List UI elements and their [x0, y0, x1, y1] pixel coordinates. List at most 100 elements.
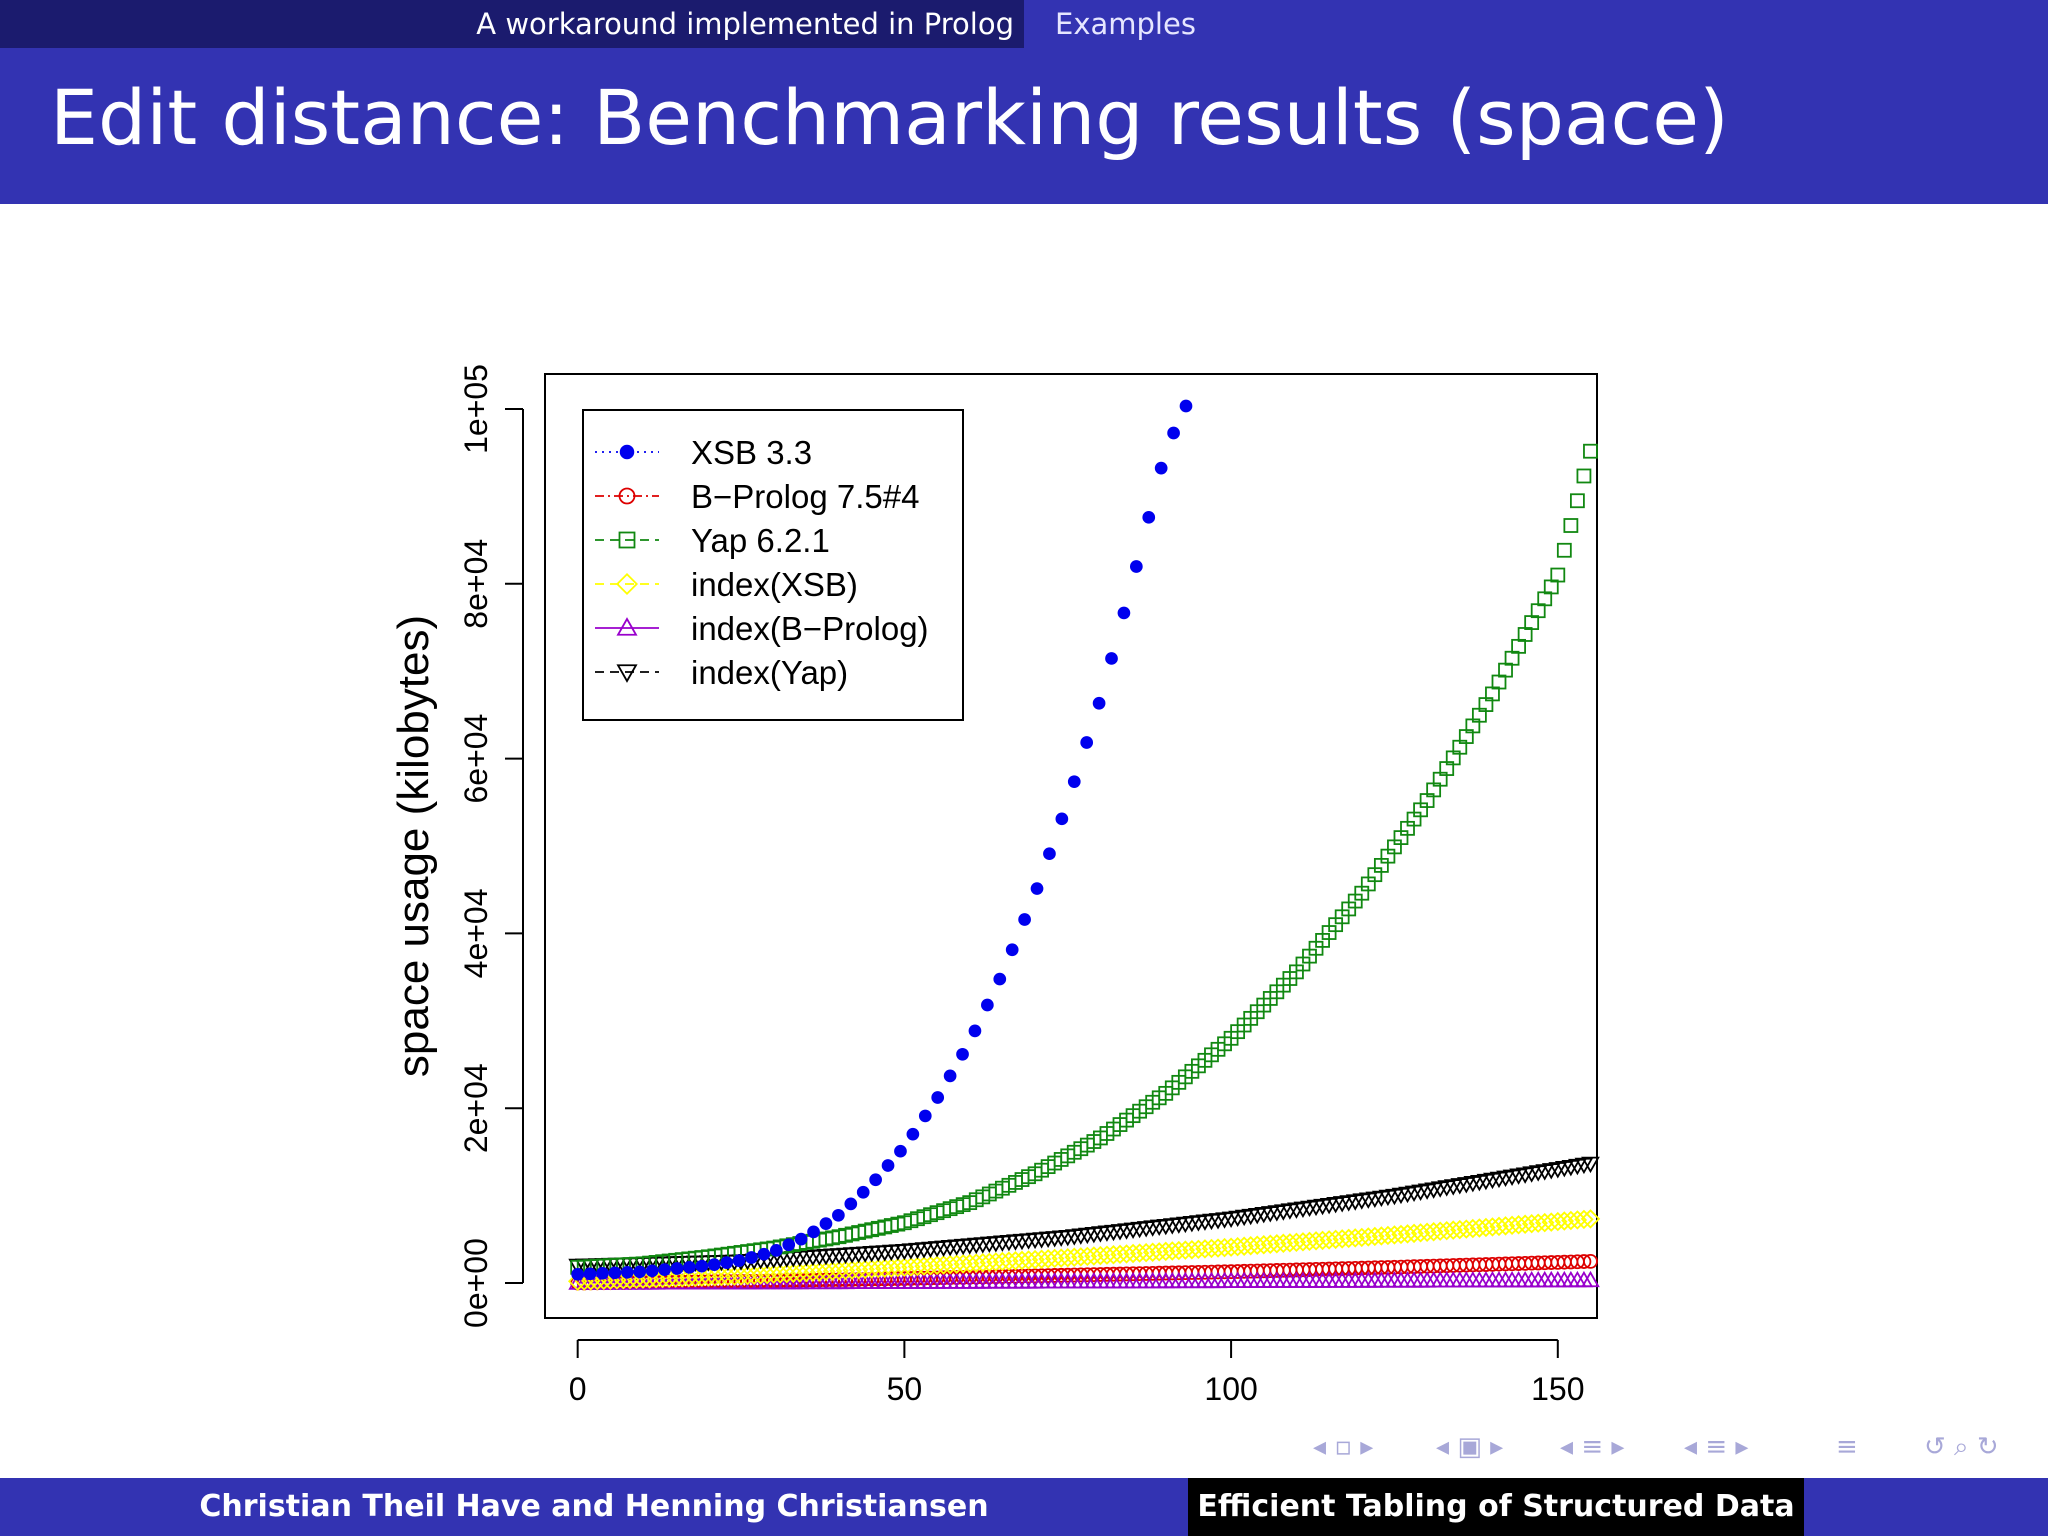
data-point: [608, 1266, 622, 1280]
data-point: [645, 1264, 659, 1278]
nav-search-back-icons[interactable]: ↺ ⌕ ↻: [1924, 1432, 1999, 1462]
data-point: [943, 1069, 957, 1083]
data-point: [619, 444, 635, 460]
data-point: [1583, 1253, 1598, 1269]
data-point: [618, 487, 636, 505]
nav-section-icons[interactable]: ◂ ≡ ▸: [1560, 1432, 1625, 1462]
y-tick-label: 8e+04: [458, 539, 494, 629]
data-point: [615, 572, 639, 596]
data-point: [1142, 510, 1156, 524]
data-point: [1581, 1156, 1600, 1174]
y-tick-label: 0e+00: [458, 1238, 494, 1328]
data-point: [1092, 696, 1106, 710]
data-point: [720, 1256, 733, 1269]
plot-frame: [544, 373, 1598, 1319]
data-point: [679, 1267, 699, 1288]
nav-frame-icons[interactable]: ◂ ▫ ▸: [1313, 1432, 1374, 1462]
data-point: [745, 1251, 758, 1264]
legend-label: B−Prolog 7.5#4: [691, 478, 919, 515]
x-tick-label: 50: [887, 1371, 923, 1407]
data-point: [1105, 652, 1118, 665]
data-point: [993, 972, 1007, 986]
data-point: [583, 1267, 597, 1281]
data-point: [1018, 913, 1031, 926]
nav-subsection-icons[interactable]: ◂ ▣ ▸: [1436, 1432, 1504, 1462]
y-tick-label: 1e+05: [458, 364, 494, 454]
data-point: [596, 1266, 609, 1280]
legend-label: index(Yap): [691, 654, 848, 691]
y-tick-label: 2e+04: [458, 1063, 494, 1153]
data-point: [718, 1266, 738, 1287]
data-point: [1580, 1209, 1601, 1229]
data-point: [732, 1254, 746, 1267]
current-section-link[interactable]: A workaround implemented in Prolog: [476, 7, 1014, 41]
y-tick-label: 6e+04: [458, 714, 494, 804]
data-point: [1129, 560, 1143, 573]
data-point: [571, 1267, 585, 1281]
data-point: [683, 1260, 696, 1274]
x-tick-label: 0: [569, 1371, 587, 1407]
data-point: [1154, 461, 1168, 475]
data-point: [658, 1263, 671, 1277]
data-point: [633, 1265, 647, 1279]
legend-box: [582, 409, 964, 721]
data-point: [769, 1244, 783, 1257]
data-point: [1550, 567, 1566, 583]
data-point: [956, 1047, 969, 1061]
data-point: [906, 1127, 920, 1141]
data-point: [1576, 468, 1592, 484]
data-point: [869, 1173, 882, 1187]
data-point: [1563, 518, 1579, 533]
footer-edge: [1804, 1478, 2048, 1536]
data-point: [1005, 943, 1019, 957]
legend-label: index(B−Prolog): [691, 610, 929, 647]
nav-presentation-icons[interactable]: ◂ ≡ ▸: [1684, 1432, 1749, 1462]
data-point: [618, 531, 636, 549]
data-point: [1583, 443, 1598, 459]
section-navigation-bar: A workaround implemented in Prolog Examp…: [0, 0, 2048, 48]
data-point: [581, 1271, 601, 1291]
legend-label: index(XSB): [691, 566, 858, 603]
data-point: [1556, 542, 1572, 558]
data-point: [1167, 426, 1180, 440]
data-point: [698, 1267, 719, 1287]
data-point: [670, 1262, 684, 1275]
data-point: [1043, 847, 1056, 861]
data-point: [856, 1185, 870, 1199]
data-point: [832, 1208, 845, 1222]
data-point: [707, 1258, 721, 1271]
data-point: [652, 1268, 673, 1289]
data-point: [918, 1109, 932, 1123]
legend-label: Yap 6.2.1: [691, 522, 830, 559]
data-point: [672, 1268, 692, 1288]
data-point: [794, 1232, 808, 1246]
y-tick-label: 4e+04: [458, 888, 494, 978]
data-point: [616, 664, 638, 683]
data-point: [616, 617, 638, 636]
data-point: [844, 1197, 858, 1211]
benchmark-chart: 0501001500e+002e+044e+046e+048e+041e+05l…: [389, 364, 1601, 1407]
next-section-link[interactable]: Examples: [1055, 7, 1196, 41]
data-point: [1581, 1270, 1600, 1288]
data-point: [695, 1259, 709, 1273]
data-point: [1179, 399, 1193, 413]
data-point: [665, 1268, 686, 1288]
data-point: [931, 1091, 945, 1104]
data-point: [692, 1267, 712, 1288]
legend-label: XSB 3.3: [691, 434, 812, 471]
data-point: [1569, 493, 1585, 509]
nav-appendix-icon[interactable]: ≡: [1836, 1432, 1858, 1462]
data-point: [819, 1217, 833, 1230]
data-point: [705, 1267, 725, 1287]
x-tick-label: 150: [1531, 1371, 1584, 1407]
footer-talk-title: Efficient Tabling of Structured Data: [1188, 1478, 1804, 1536]
series-5: [568, 1156, 1600, 1276]
data-point: [1574, 1209, 1594, 1230]
data-point: [567, 1271, 588, 1292]
data-point: [782, 1238, 796, 1252]
data-point: [981, 998, 994, 1012]
data-point: [1117, 606, 1131, 620]
footer-bar: Christian Theil Have and Henning Christi…: [0, 1478, 2048, 1536]
slide-title: Edit distance: Benchmarking results (spa…: [50, 73, 1729, 162]
series-0: [571, 399, 1193, 1281]
